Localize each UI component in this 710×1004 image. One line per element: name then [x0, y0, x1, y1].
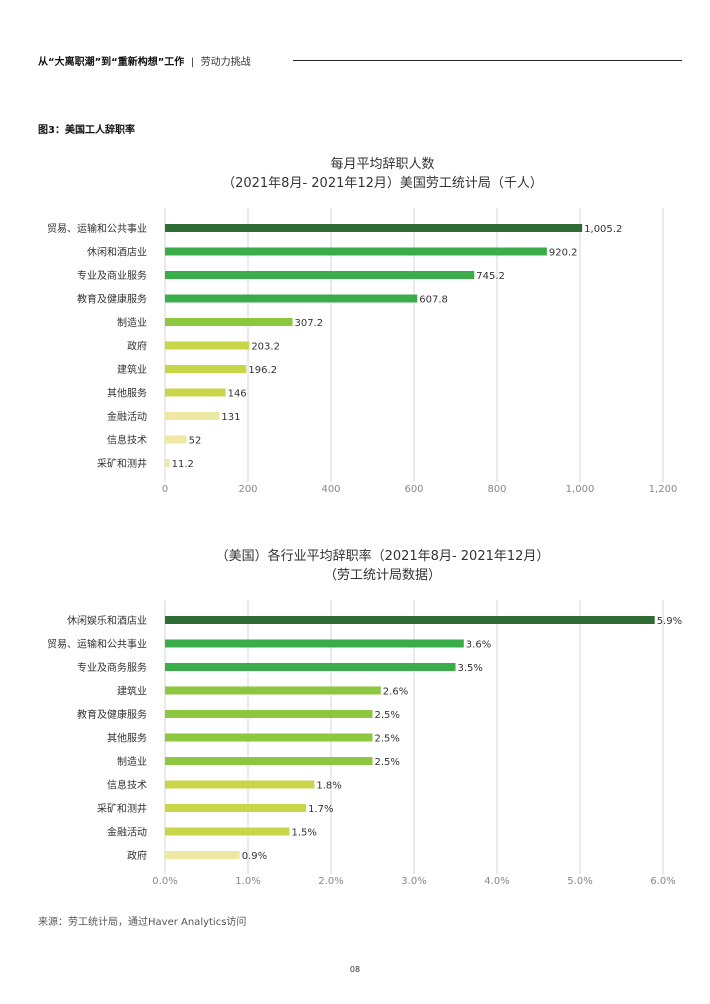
header-separator: |	[190, 57, 195, 68]
chart2-value-label: 0.9%	[242, 851, 267, 862]
chart2-xtick-label: 5.0%	[567, 876, 592, 887]
chart1-xtick-label: 1,000	[566, 484, 595, 495]
chart2-bar	[165, 663, 456, 671]
chart2-value-label: 1.5%	[292, 828, 317, 839]
chart1-xtick-label: 600	[404, 484, 423, 495]
chart2-value-label: 5.9%	[657, 616, 682, 627]
chart2-value-label: 3.6%	[466, 640, 491, 651]
chart1-bar	[165, 224, 583, 232]
chart2-value-label: 2.5%	[375, 710, 400, 721]
chart1-title: 每月平均辞职人数	[330, 157, 435, 172]
chart1-value-label: 1,005.2	[584, 224, 622, 235]
chart1-resignations-count: 0 200 400 600 800 1,000 1,200 贸易、运输和公共事业 1,005.2…	[47, 208, 678, 495]
chart2-subtitle: （劳工统计局数据）	[323, 568, 441, 583]
chart2-xtick-label: 2.0%	[318, 876, 343, 887]
chart1-category-label: 教育及健康服务	[77, 293, 147, 306]
chart1-xtick-label: 1,200	[649, 484, 678, 495]
chart2-title: （美国）各行业平均辞职率（2021年8月- 2021年12月）	[215, 549, 550, 564]
chart2-bar	[165, 827, 290, 836]
chart2-category-label: 政府	[127, 849, 147, 862]
chart2-xtick-label: 6.0%	[650, 876, 675, 887]
chart1-value-label: 607.8	[419, 295, 448, 306]
chart2-category-label: 信息技术	[107, 779, 147, 792]
chart1-bar	[165, 271, 475, 279]
page-number: 08	[349, 965, 361, 974]
chart1-value-label: 920.2	[549, 248, 578, 259]
chart2-category-label: 其他服务	[107, 732, 147, 745]
chart1-bar	[165, 365, 247, 373]
figure-label: 图3：美国工人辞职率	[38, 125, 135, 136]
chart2-category-label: 休闲娱乐和酒店业	[67, 614, 147, 627]
chart1-subtitle: （2021年8月- 2021年12月）美国劳工统计局（千人）	[222, 176, 543, 191]
chart1-category-label: 其他服务	[107, 387, 147, 400]
chart1-value-label: 307.2	[294, 318, 323, 329]
chart2-category-label: 教育及健康服务	[77, 708, 147, 721]
chart2-value-label: 2.6%	[383, 687, 408, 698]
header-rule	[293, 60, 682, 61]
chart1-value-label: 203.2	[251, 342, 280, 353]
chart1-value-label: 146	[228, 389, 247, 400]
chart1-bar	[165, 388, 226, 397]
chart2-value-label: 1.8%	[316, 781, 341, 792]
chart2-category-label: 贸易、运输和公共事业	[47, 638, 147, 651]
chart1-category-label: 贸易、运输和公共事业	[47, 222, 147, 235]
chart1-bar	[165, 318, 293, 326]
chart2-title-block: （美国）各行业平均辞职率（2021年8月- 2021年12月） （劳工统计局数据…	[0, 547, 710, 585]
chart1-xtick-label: 200	[238, 484, 257, 495]
chart1-bar	[165, 459, 170, 467]
chart1-value-label: 745.2	[476, 271, 505, 282]
header-title: 从“大离职潮”到“重新构想”工作	[38, 57, 185, 68]
chart1-bar	[165, 247, 547, 256]
chart1-xtick-label: 0	[162, 484, 168, 495]
chart1-xtick-label: 800	[487, 484, 506, 495]
chart2-bar	[165, 710, 373, 718]
chart2-category-label: 建筑业	[117, 685, 147, 698]
chart2-bar	[165, 804, 307, 812]
chart2-xtick-label: 0.0%	[152, 876, 177, 887]
page-header: 从“大离职潮”到“重新构想”工作 | 劳动力挑战	[38, 53, 251, 68]
chart2-category-label: 采矿和测井	[97, 802, 147, 815]
chart2-value-label: 3.5%	[458, 663, 483, 674]
chart2-category-label: 金融活动	[107, 826, 147, 839]
chart1-value-label: 52	[189, 436, 202, 447]
chart1-value-label: 131	[221, 412, 240, 423]
chart1-category-label: 采矿和测井	[97, 457, 147, 470]
chart2-value-label: 2.5%	[375, 757, 400, 768]
chart1-category-label: 政府	[127, 340, 147, 353]
chart1-category-label: 金融活动	[107, 410, 147, 423]
chart1-category-label: 建筑业	[117, 363, 147, 376]
chart1-bar	[165, 294, 418, 303]
chart2-xtick-label: 4.0%	[484, 876, 509, 887]
chart2-value-label: 1.7%	[308, 804, 333, 815]
chart2-bar	[165, 733, 373, 742]
chart2-bar	[165, 757, 373, 765]
chart1-xtick-label: 400	[321, 484, 340, 495]
chart1-title-block: 每月平均辞职人数 （2021年8月- 2021年12月）美国劳工统计局（千人）	[0, 155, 710, 193]
chart2-xtick-label: 1.0%	[235, 876, 260, 887]
chart2-category-label: 制造业	[117, 755, 147, 768]
chart1-category-label: 专业及商业服务	[77, 269, 147, 282]
chart1-category-label: 信息技术	[107, 434, 147, 447]
chart1-category-label: 休闲和酒店业	[87, 246, 147, 259]
chart1-bar	[165, 341, 250, 350]
chart1-value-label: 196.2	[248, 365, 277, 376]
chart1-bar	[165, 412, 220, 420]
chart2-bar	[165, 780, 315, 789]
source-note: 来源：劳工统计局，通过Haver Analytics访问	[38, 917, 247, 928]
chart2-resignation-rate: 0.0% 1.0% 2.0% 3.0% 4.0% 5.0% 6.0% 休闲娱乐和酒店业 5.9%…	[47, 600, 682, 887]
chart2-bar	[165, 686, 381, 695]
chart2-category-label: 专业及商务服务	[77, 661, 147, 674]
chart2-bar	[165, 851, 240, 859]
chart2-xtick-label: 3.0%	[401, 876, 426, 887]
chart1-bar	[165, 435, 187, 444]
chart1-value-label: 11.2	[172, 459, 194, 470]
chart2-bar	[165, 639, 464, 648]
header-subtitle: 劳动力挑战	[200, 57, 251, 68]
chart2-value-label: 2.5%	[375, 734, 400, 745]
chart2-bar	[165, 616, 655, 624]
chart1-category-label: 制造业	[117, 316, 147, 329]
